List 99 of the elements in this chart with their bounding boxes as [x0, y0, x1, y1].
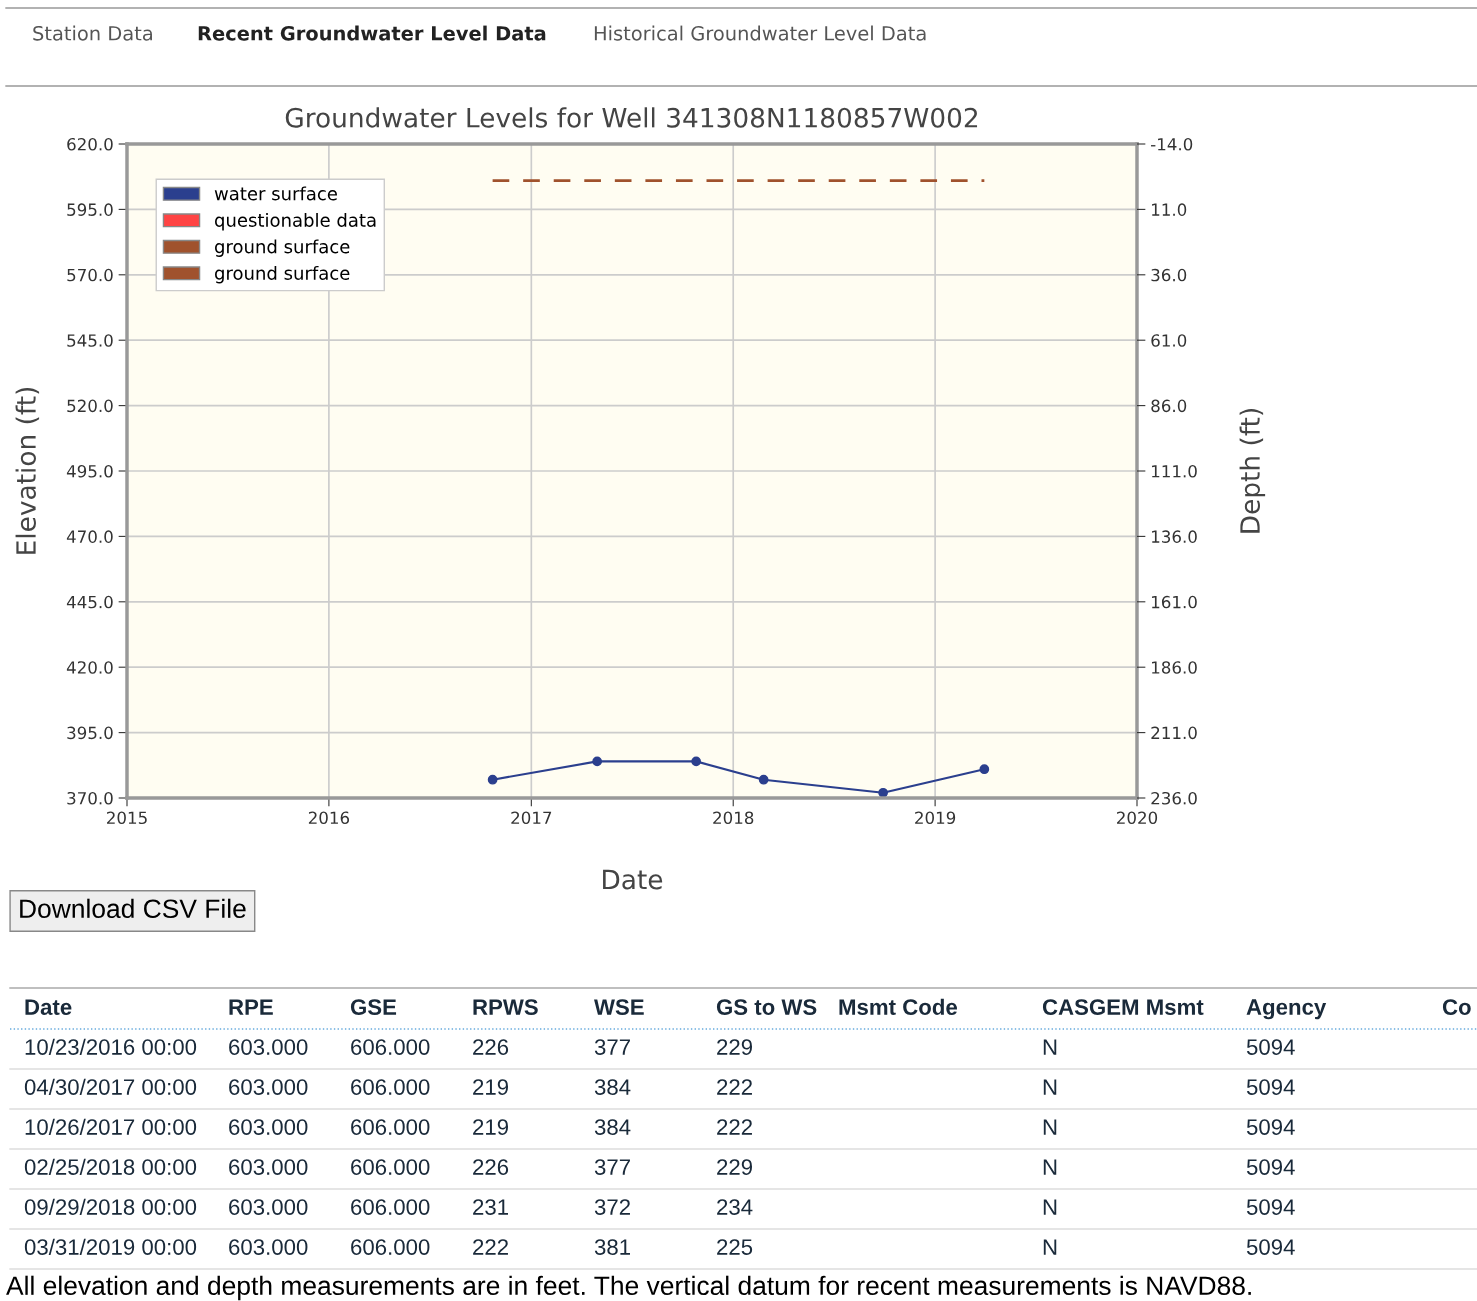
y2-tick-label: 136.0 — [1152, 530, 1197, 543]
text: Co — [1442, 999, 1471, 1015]
legend-label: ground surface — [215, 265, 350, 284]
y-tick-label: 470.0 — [66, 530, 113, 543]
text: 225 — [717, 1239, 753, 1255]
text: 222 — [717, 1119, 752, 1135]
text: N — [1043, 1039, 1057, 1055]
text: Station Data — [33, 25, 152, 41]
text: 229 — [717, 1159, 753, 1175]
text: N — [1043, 1159, 1057, 1175]
text: 5094 — [1246, 1199, 1295, 1215]
text: 384 — [594, 1119, 631, 1135]
x-tick-label: 2017 — [511, 811, 552, 825]
text: N — [1043, 1199, 1057, 1215]
text: 606.000 — [351, 1199, 430, 1215]
y-tick-label: 520.0 — [67, 399, 113, 413]
text: WSE — [594, 999, 644, 1015]
text: 5094 — [1246, 1039, 1295, 1055]
x-tick-label: 2016 — [308, 811, 350, 825]
text: 226 — [473, 1039, 509, 1055]
y2-tick-label: 61.0 — [1151, 334, 1187, 347]
y2-tick-label: 36.0 — [1151, 268, 1187, 282]
legend-label: questionable data — [215, 212, 376, 231]
text: Msmt Code — [839, 998, 957, 1015]
text: 231 — [473, 1199, 508, 1215]
text: 377 — [594, 1039, 630, 1055]
y2-tick-label: 111.0 — [1152, 464, 1197, 478]
y-tick-label: 545.0 — [67, 334, 113, 347]
y-tick-label: 445.0 — [66, 595, 113, 609]
text: Date — [25, 999, 72, 1015]
text: 372 — [594, 1199, 630, 1215]
text: 606.000 — [351, 1239, 430, 1255]
x-axis-title: Date — [603, 869, 663, 890]
text: 219 — [473, 1119, 509, 1135]
text: 222 — [473, 1239, 508, 1255]
text: 5094 — [1246, 1159, 1295, 1175]
text: N — [1043, 1239, 1057, 1255]
text: 384 — [594, 1079, 631, 1095]
text: 229 — [717, 1039, 753, 1055]
text: CASGEM Msmt — [1042, 999, 1204, 1015]
text: 603.000 — [229, 1039, 308, 1055]
text: GSE — [350, 999, 397, 1015]
text: 606.000 — [351, 1159, 430, 1175]
text: 09/29/2018 00:00 — [24, 1198, 197, 1215]
y2-tick-label: 161.0 — [1152, 595, 1197, 609]
y2-tick-label: 236.0 — [1151, 791, 1197, 805]
y-tick-label: 570.0 — [67, 268, 113, 282]
text: Recent Groundwater Level Data — [198, 25, 546, 41]
chart-title: Groundwater Levels for Well 341308N1180857W002 — [285, 107, 978, 128]
x-tick-label: 2020 — [1117, 811, 1158, 825]
text: 02/25/2018 00:00 — [24, 1158, 197, 1175]
text: 381 — [594, 1239, 630, 1255]
x-tick-label: 2018 — [713, 811, 754, 825]
y-tick-label: 595.0 — [67, 203, 113, 216]
text: Download CSV File — [20, 898, 246, 919]
text: 603.000 — [229, 1159, 308, 1175]
text: RPE — [229, 999, 273, 1015]
text: 5094 — [1246, 1119, 1295, 1135]
text: 5094 — [1246, 1079, 1295, 1095]
y2-tick-label: 86.0 — [1151, 399, 1187, 413]
text: 603.000 — [229, 1119, 308, 1135]
text: 606.000 — [351, 1079, 430, 1095]
x-tick-label: 2019 — [915, 811, 956, 825]
text: 603.000 — [229, 1239, 308, 1255]
y2-tick-label: -14.0 — [1151, 137, 1193, 151]
text: 234 — [717, 1199, 753, 1215]
text: 219 — [473, 1079, 509, 1095]
text: 04/30/2017 00:00 — [24, 1078, 197, 1095]
y-tick-label: 420.0 — [66, 661, 113, 674]
text: 10/23/2016 00:00 — [25, 1038, 197, 1055]
y-tick-label: 620.0 — [67, 137, 113, 151]
text: 606.000 — [351, 1119, 430, 1135]
text: Historical Groundwater Level Data — [594, 25, 926, 41]
legend-label: ground surface — [215, 239, 350, 257]
text: 226 — [473, 1159, 509, 1175]
text: 606.000 — [351, 1039, 430, 1055]
y2-axis-title: Depth (ft) — [1239, 409, 1266, 533]
text: 03/31/2019 00:00 — [24, 1238, 197, 1255]
legend-label: water surface — [214, 186, 337, 201]
y-tick-label: 395.0 — [67, 726, 113, 740]
text: 603.000 — [229, 1199, 308, 1215]
y-axis-title: Elevation (ft) — [15, 387, 40, 554]
y-tick-label: 370.0 — [67, 791, 113, 805]
text: RPWS — [473, 999, 538, 1015]
x-tick-label: 2015 — [107, 811, 147, 825]
y2-tick-label: 11.0 — [1152, 203, 1187, 216]
text: N — [1043, 1119, 1057, 1135]
y2-tick-label: 186.0 — [1152, 661, 1197, 674]
text: 5094 — [1246, 1239, 1295, 1255]
text: 377 — [594, 1159, 630, 1175]
text: 222 — [717, 1079, 752, 1095]
text: 603.000 — [229, 1079, 308, 1095]
text: GS to WS — [716, 999, 817, 1015]
y-tick-label: 495.0 — [66, 464, 113, 478]
text: Agency — [1246, 999, 1327, 1020]
text: N — [1043, 1079, 1057, 1095]
y2-tick-label: 211.0 — [1151, 726, 1197, 740]
text: 10/26/2017 00:00 — [25, 1118, 197, 1135]
text: All elevation and depth measurements are in feet. The vertical datum for recent measurements is NAVD88. — [6, 1275, 1251, 1301]
